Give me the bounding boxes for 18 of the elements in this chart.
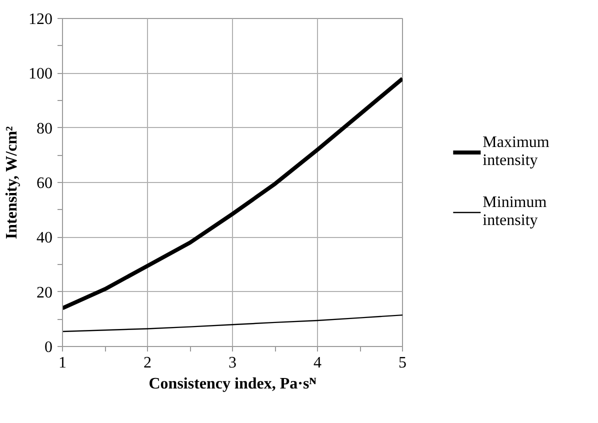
y-tick-label: 20 [36,284,52,302]
y-tick-label: 0 [44,339,52,356]
y-axis-title: Intensity, W/cm² [4,126,20,240]
legend-label: Minimum intensity [482,194,547,230]
x-tick-label: 2 [144,354,152,372]
y-tick-label: 40 [36,230,52,247]
y-tick-label: 80 [36,120,52,138]
x-tick-label: 5 [398,354,406,372]
legend-label: Maximum intensity [482,134,550,170]
line-series [62,314,402,332]
x-tick-label: 1 [58,354,66,372]
x-tick-label: 4 [314,354,322,372]
y-tick-label: 120 [28,11,52,28]
x-tick-label: 3 [228,354,236,372]
x-axis-title: Consistency index, Pa·sᴺ [148,376,316,392]
y-tick-label: 60 [36,175,52,192]
line-series [62,76,402,310]
y-tick-label: 100 [28,66,52,83]
